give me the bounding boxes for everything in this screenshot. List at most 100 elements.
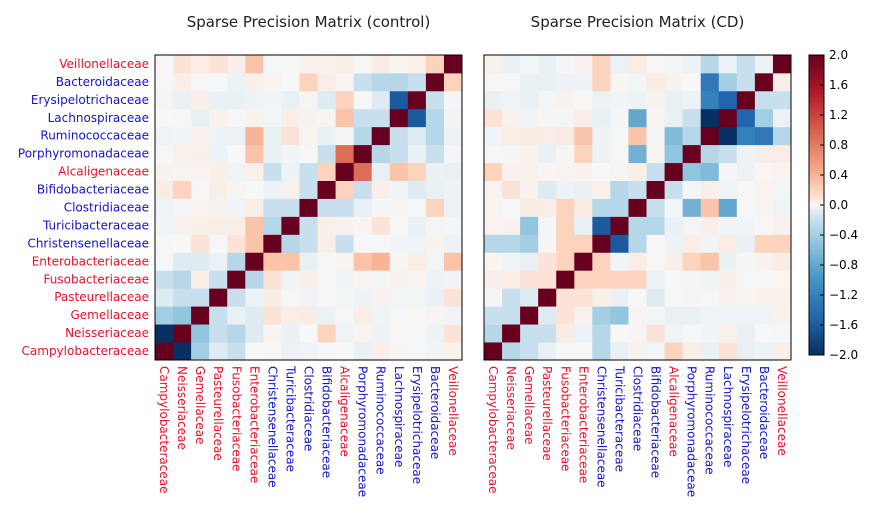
- heatmap-cell: [191, 342, 210, 361]
- heatmap-cell: [371, 306, 391, 325]
- heatmap-cell: [484, 324, 503, 343]
- x-tick-label: Veillonellaceae: [775, 366, 789, 456]
- heatmap-cell: [335, 162, 355, 181]
- heatmap-cell: [173, 72, 192, 92]
- y-tick-label: Gemellaceae: [71, 308, 150, 322]
- heatmap-cell: [209, 342, 228, 361]
- colorbar-segment: [809, 270, 824, 273]
- heatmap-cell: [209, 234, 228, 253]
- colorbar-segment: [809, 70, 824, 73]
- heatmap-cell: [736, 126, 756, 146]
- heatmap-cell: [700, 324, 720, 343]
- heatmap-cell: [484, 252, 503, 271]
- heatmap-cell: [245, 342, 264, 361]
- heatmap-cell: [538, 270, 557, 289]
- heatmap-cell: [389, 55, 409, 74]
- heatmap-cell: [538, 90, 557, 110]
- heatmap-cell: [556, 270, 575, 289]
- heatmap-cell: [502, 216, 521, 235]
- heatmap-cell: [281, 324, 300, 343]
- heatmap-cell: [317, 342, 336, 361]
- heatmap-cell: [718, 180, 738, 199]
- colorbar-segment: [809, 177, 824, 181]
- heatmap-cell: [592, 72, 611, 92]
- heatmap-cell: [173, 55, 192, 74]
- heatmap-cell: [772, 288, 792, 307]
- heatmap-cell: [281, 144, 300, 164]
- heatmap-cell: [443, 108, 463, 128]
- heatmap-cell: [502, 324, 521, 343]
- heatmap-cell: [502, 126, 521, 146]
- heatmap-cell: [425, 252, 445, 271]
- colorbar-segment: [809, 320, 824, 323]
- heatmap-cell: [155, 180, 174, 199]
- heatmap-cell: [299, 342, 318, 361]
- heatmap-cell: [443, 126, 463, 146]
- colorbar-segment: [809, 137, 824, 141]
- heatmap-cell: [317, 162, 336, 181]
- heatmap-cell: [484, 72, 503, 92]
- colorbar-segment: [809, 82, 824, 86]
- heatmap-cell: [227, 126, 246, 146]
- colorbar-segment: [809, 57, 824, 61]
- heatmap-cell: [371, 126, 391, 146]
- colorbar-segment: [809, 207, 824, 211]
- heatmap-cell: [443, 198, 463, 217]
- heatmap-cell: [317, 306, 336, 325]
- heatmap-cell: [371, 270, 391, 289]
- heatmap-cell: [227, 144, 246, 164]
- heatmap-cell: [209, 126, 228, 146]
- colorbar-segment: [809, 155, 824, 158]
- heatmap-cell: [520, 108, 539, 128]
- heatmap-cell: [664, 270, 684, 289]
- colorbar-segment: [809, 170, 824, 173]
- colorbar-segment: [809, 140, 824, 143]
- heatmap-cell: [317, 234, 336, 253]
- heatmap-cell: [610, 126, 629, 146]
- heatmap-cell: [317, 144, 336, 164]
- heatmap-cell: [574, 108, 593, 128]
- heatmap-cell: [407, 252, 427, 271]
- colorbar-segment: [809, 245, 824, 248]
- y-tick-label: Lachnospiraceae: [48, 111, 149, 125]
- heatmap-cell: [353, 126, 373, 146]
- x-tick-label: Campylobacteraceae: [486, 366, 500, 493]
- heatmap-cell: [155, 306, 174, 325]
- heatmap-cell: [245, 234, 264, 253]
- heatmap-cell: [664, 108, 684, 128]
- heatmap-cell: [425, 55, 445, 74]
- heatmap-cell: [628, 72, 647, 92]
- heatmap-cell: [173, 324, 192, 343]
- heatmap-cell: [407, 216, 427, 235]
- colorbar-segment: [809, 322, 824, 326]
- heatmap-cell: [682, 55, 702, 74]
- y-tick-label: Bifidobacteriaceae: [37, 183, 149, 197]
- heatmap-cell: [443, 180, 463, 199]
- colorbar-segment: [809, 265, 824, 268]
- colorbar-segment: [809, 307, 824, 311]
- heatmap-cell: [299, 324, 318, 343]
- heatmap-cell: [245, 252, 264, 271]
- heatmap-cell: [263, 252, 282, 271]
- heatmap-cell: [227, 324, 246, 343]
- heatmap-cell: [173, 252, 192, 271]
- heatmap-cell: [425, 198, 445, 217]
- colorbar-segment: [809, 290, 824, 293]
- heatmap-cell: [173, 342, 192, 361]
- heatmap-cell: [173, 198, 192, 217]
- colorbar-segment: [809, 110, 824, 113]
- x-tick-label: Bacteroidaceae: [757, 366, 771, 459]
- heatmap-cell: [574, 55, 593, 74]
- heatmap-cell: [299, 162, 318, 181]
- heatmap-cell: [556, 252, 575, 271]
- heatmap-cell: [736, 252, 756, 271]
- heatmap-cell: [646, 324, 665, 343]
- heatmap-cell: [574, 324, 593, 343]
- heatmap-cell: [263, 342, 282, 361]
- colorbar-segment: [809, 242, 824, 246]
- heatmap-cell: [610, 198, 629, 217]
- heatmap-cell: [484, 342, 503, 361]
- heatmap-cell: [281, 55, 300, 74]
- heatmap-cell: [484, 126, 503, 146]
- heatmap-cell: [155, 252, 174, 271]
